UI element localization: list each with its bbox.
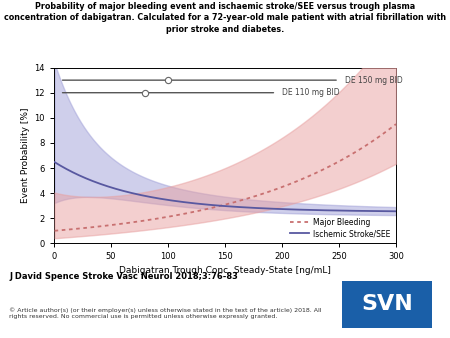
Text: J David Spence Stroke Vasc Neurol 2018;3:76-83: J David Spence Stroke Vasc Neurol 2018;3… [9,272,238,281]
Text: © Article author(s) (or their employer(s) unless otherwise stated in the text of: © Article author(s) (or their employer(s… [9,308,321,319]
Text: DE 150 mg BID: DE 150 mg BID [345,76,402,84]
Y-axis label: Event Probability [%]: Event Probability [%] [21,108,30,203]
Text: SVN: SVN [361,294,413,314]
Text: DE 110 mg BID: DE 110 mg BID [282,88,340,97]
Legend: Major Bleeding, Ischemic Stroke/SEE: Major Bleeding, Ischemic Stroke/SEE [287,215,394,241]
Text: Probability of major bleeding event and ischaemic stroke/SEE versus trough plasm: Probability of major bleeding event and … [4,2,446,34]
X-axis label: Dabigatran Trough Conc. Steady-State [ng/mL]: Dabigatran Trough Conc. Steady-State [ng… [119,266,331,274]
